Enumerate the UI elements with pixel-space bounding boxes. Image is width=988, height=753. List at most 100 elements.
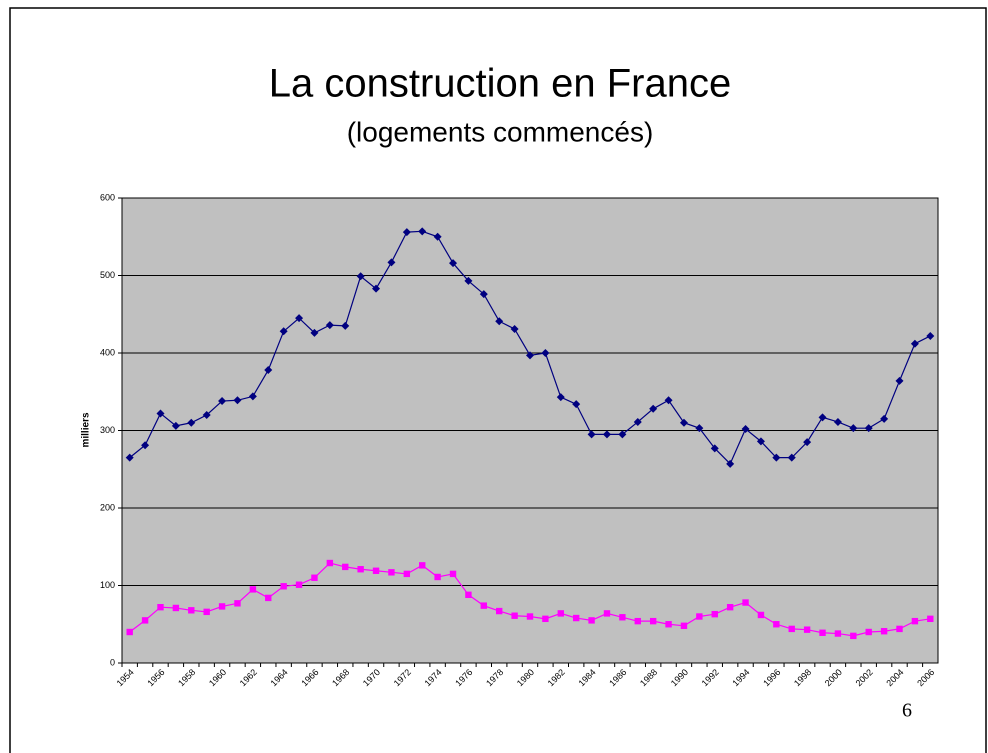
x-tick-label: 1968 xyxy=(330,667,351,688)
marker xyxy=(141,617,149,624)
marker xyxy=(496,607,503,615)
marker xyxy=(218,603,226,610)
y-tick-label: 300 xyxy=(100,425,115,435)
marker xyxy=(171,421,180,430)
marker xyxy=(803,438,812,447)
marker xyxy=(649,617,657,625)
marker xyxy=(710,444,719,453)
marker xyxy=(849,424,858,433)
marker xyxy=(557,610,564,617)
marker xyxy=(218,397,227,406)
marker xyxy=(248,392,257,401)
y-tick-label: 500 xyxy=(100,270,115,280)
marker xyxy=(465,591,472,598)
x-tick-label: 1978 xyxy=(484,667,505,688)
marker xyxy=(665,621,672,628)
x-tick-label: 1984 xyxy=(576,667,597,688)
marker xyxy=(572,400,581,409)
marker xyxy=(526,613,534,620)
marker xyxy=(295,581,303,588)
marker xyxy=(526,351,534,360)
marker xyxy=(602,430,611,439)
x-tick-label: 1996 xyxy=(761,667,782,688)
marker xyxy=(587,430,596,439)
marker xyxy=(711,610,718,618)
marker xyxy=(387,258,396,267)
marker xyxy=(864,424,873,433)
y-tick-label: 100 xyxy=(100,580,115,590)
marker xyxy=(726,459,735,468)
x-tick-label: 2002 xyxy=(854,667,875,688)
x-tick-label: 1964 xyxy=(269,667,290,688)
marker xyxy=(342,563,349,571)
marker xyxy=(449,570,457,578)
x-tick-label: 1992 xyxy=(700,667,721,688)
marker xyxy=(680,622,688,629)
marker xyxy=(188,607,195,614)
slide-border xyxy=(9,7,987,753)
x-tick-label: 1980 xyxy=(515,667,536,688)
marker xyxy=(726,604,734,611)
marker xyxy=(649,404,658,413)
x-tick-label: 2004 xyxy=(884,667,905,688)
marker xyxy=(279,327,288,336)
marker xyxy=(926,331,935,340)
marker xyxy=(834,630,842,637)
marker xyxy=(126,628,133,636)
marker xyxy=(927,615,934,623)
marker xyxy=(895,376,904,385)
marker xyxy=(480,602,488,609)
marker xyxy=(910,339,919,348)
marker xyxy=(449,259,458,268)
x-tick-label: 1966 xyxy=(299,667,320,688)
marker xyxy=(187,418,196,427)
marker xyxy=(603,610,611,617)
marker xyxy=(249,586,257,593)
marker xyxy=(357,566,364,573)
marker xyxy=(833,417,842,426)
marker xyxy=(172,604,180,612)
marker xyxy=(556,393,565,402)
marker xyxy=(434,573,441,581)
marker xyxy=(325,321,334,330)
marker xyxy=(865,628,872,636)
marker xyxy=(203,608,210,616)
x-tick-label: 1974 xyxy=(422,667,443,688)
marker xyxy=(341,321,350,330)
marker xyxy=(372,284,381,293)
marker xyxy=(372,567,380,574)
y-tick-label: 400 xyxy=(100,347,115,357)
marker xyxy=(572,614,580,622)
x-tick-label: 1986 xyxy=(607,667,628,688)
marker xyxy=(773,621,780,628)
marker xyxy=(757,611,765,619)
marker xyxy=(679,418,688,427)
marker xyxy=(787,453,796,462)
marker xyxy=(880,628,888,635)
marker xyxy=(542,615,549,623)
marker xyxy=(202,411,211,419)
marker xyxy=(664,396,673,405)
x-tick-label: 1990 xyxy=(669,667,690,688)
marker xyxy=(588,617,595,624)
marker xyxy=(234,600,241,607)
marker xyxy=(696,613,703,620)
marker xyxy=(819,629,826,636)
marker xyxy=(634,617,641,625)
marker xyxy=(633,417,642,426)
marker xyxy=(157,604,164,611)
x-tick-label: 2000 xyxy=(823,667,844,688)
marker xyxy=(326,559,334,567)
chart-title: La construction en France xyxy=(269,62,731,106)
marker xyxy=(619,614,626,621)
marker xyxy=(403,570,411,578)
marker xyxy=(803,626,811,633)
y-tick-label: 200 xyxy=(100,502,115,512)
x-tick-label: 1972 xyxy=(392,667,413,688)
x-tick-label: 1960 xyxy=(207,667,228,688)
marker xyxy=(356,272,365,281)
marker xyxy=(818,413,827,422)
marker xyxy=(880,414,889,423)
